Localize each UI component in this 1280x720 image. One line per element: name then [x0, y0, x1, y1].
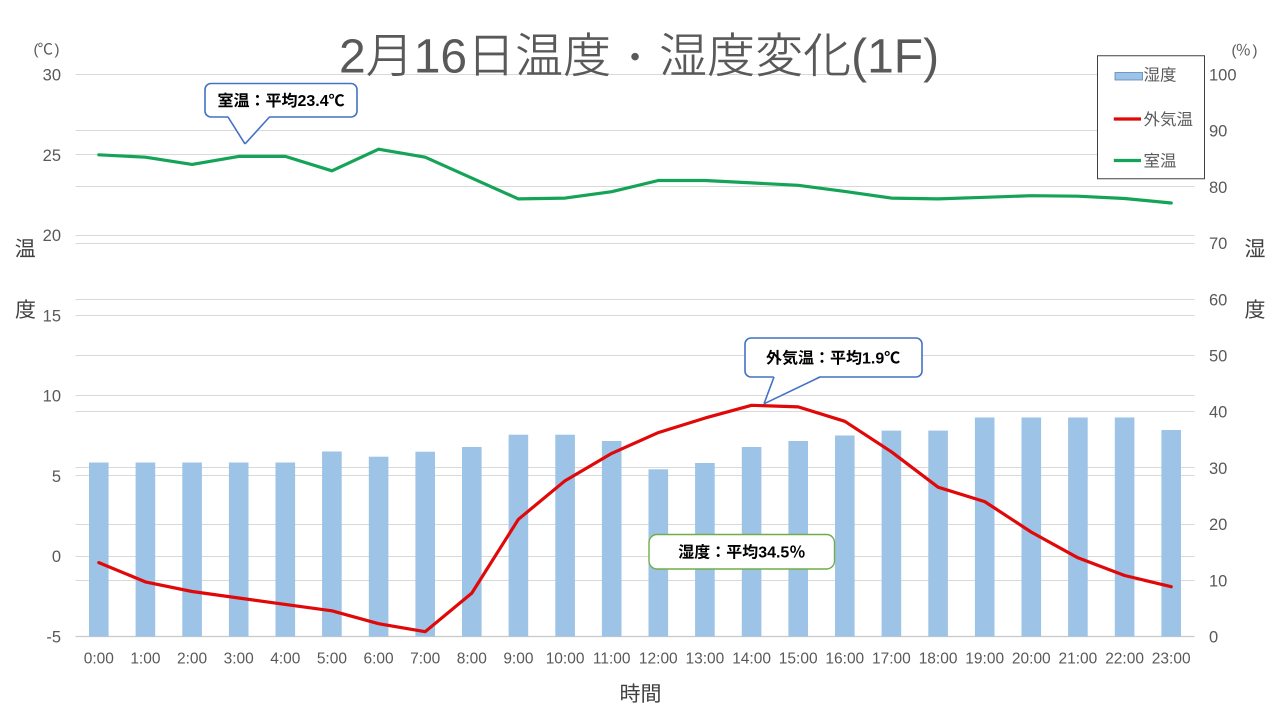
- svg-text:5: 5: [52, 468, 61, 486]
- svg-text:1:00: 1:00: [130, 651, 161, 668]
- svg-text:): ): [55, 42, 60, 59]
- svg-text:23:00: 23:00: [1152, 651, 1191, 668]
- svg-text:30: 30: [43, 67, 61, 85]
- svg-text:10: 10: [43, 388, 61, 406]
- svg-text:3:00: 3:00: [224, 651, 255, 668]
- svg-text:15:00: 15:00: [779, 651, 818, 668]
- svg-text:60: 60: [1209, 291, 1227, 309]
- svg-text:1.9: 1.9: [862, 350, 884, 367]
- svg-text:5:00: 5:00: [317, 651, 348, 668]
- svg-text:8:00: 8:00: [457, 651, 488, 668]
- svg-text:6:00: 6:00: [364, 651, 395, 668]
- svg-text:0: 0: [1209, 629, 1218, 647]
- svg-text:14:00: 14:00: [732, 651, 771, 668]
- svg-text:16: 16: [414, 31, 467, 84]
- svg-text:90: 90: [1209, 123, 1227, 141]
- svg-text:0: 0: [52, 548, 61, 566]
- svg-text:21:00: 21:00: [1059, 651, 1098, 668]
- svg-text:2: 2: [339, 31, 366, 84]
- svg-text:(1F): (1F): [851, 31, 939, 84]
- svg-text:7:00: 7:00: [410, 651, 441, 668]
- svg-text:10: 10: [1209, 572, 1227, 590]
- svg-text:10:00: 10:00: [546, 651, 585, 668]
- svg-text:19:00: 19:00: [965, 651, 1004, 668]
- svg-text:13:00: 13:00: [686, 651, 725, 668]
- svg-text:80: 80: [1209, 179, 1227, 197]
- svg-text:18:00: 18:00: [919, 651, 958, 668]
- svg-text:2:00: 2:00: [177, 651, 208, 668]
- svg-text:100: 100: [1209, 67, 1237, 85]
- svg-text:(: (: [34, 42, 39, 59]
- svg-text:40: 40: [1209, 404, 1227, 422]
- svg-text:20: 20: [43, 227, 61, 245]
- svg-text:20:00: 20:00: [1012, 651, 1051, 668]
- svg-text:0:00: 0:00: [84, 651, 115, 668]
- svg-text:70: 70: [1209, 235, 1227, 253]
- svg-text:50: 50: [1209, 348, 1227, 366]
- svg-text:4:00: 4:00: [270, 651, 301, 668]
- svg-text:15: 15: [43, 307, 61, 325]
- svg-text:30: 30: [1209, 460, 1227, 478]
- svg-text:11:00: 11:00: [593, 651, 631, 668]
- svg-text:22:00: 22:00: [1105, 651, 1144, 668]
- svg-text:34.5: 34.5: [758, 545, 789, 562]
- svg-text:): ): [1253, 43, 1258, 60]
- svg-text:16:00: 16:00: [825, 651, 864, 668]
- svg-text:20: 20: [1209, 516, 1227, 534]
- svg-text:25: 25: [43, 147, 61, 165]
- svg-text:(: (: [1232, 43, 1237, 60]
- svg-text:9:00: 9:00: [503, 651, 534, 668]
- svg-text:17:00: 17:00: [872, 651, 911, 668]
- svg-text:12:00: 12:00: [639, 651, 678, 668]
- svg-text:23.4: 23.4: [298, 93, 329, 110]
- svg-text:-5: -5: [46, 629, 61, 647]
